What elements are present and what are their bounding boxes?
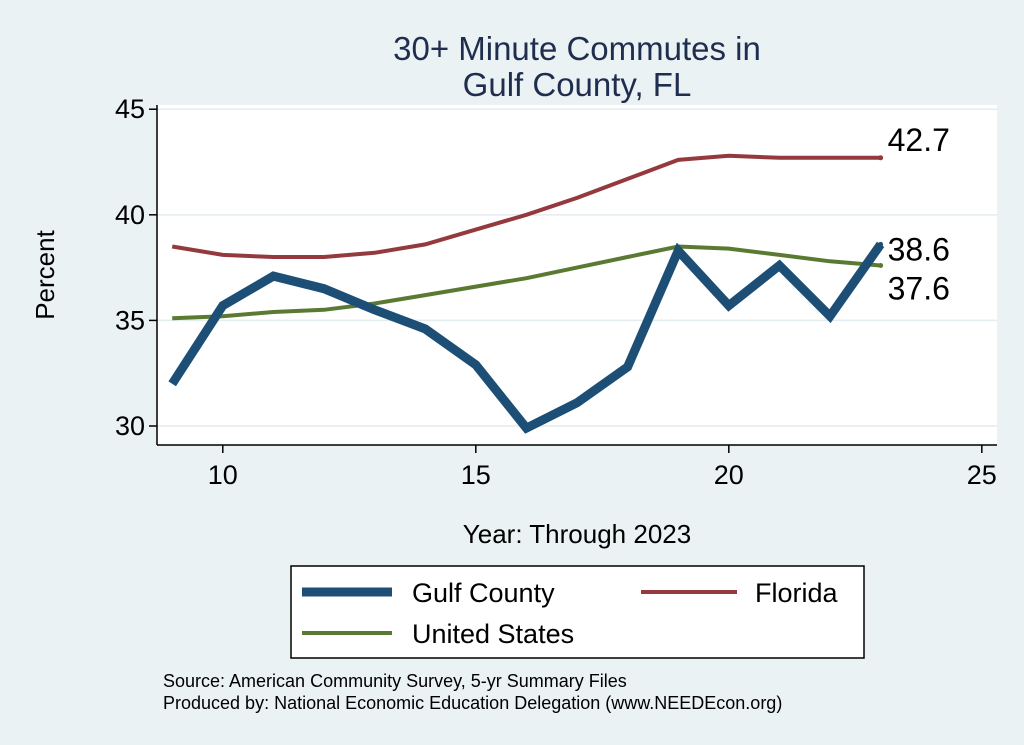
y-tick-label-40: 40: [115, 200, 145, 230]
legend-label-united-states: United States: [412, 619, 574, 649]
series-layer: [168, 153, 885, 434]
x-axis-title: Year: Through 2023: [463, 519, 691, 549]
x-tick-label-15: 15: [461, 460, 491, 490]
gridlines: [157, 108, 997, 427]
y-axis-title: Percent: [30, 229, 60, 319]
series-line-united-states: [172, 244, 881, 321]
chart-title-line1: 30+ Minute Commutes in: [393, 30, 761, 67]
end-label-gulf-county: 38.6: [888, 231, 950, 267]
x-tick-label-25: 25: [967, 460, 997, 490]
series-end-point-gulf-county: [878, 241, 884, 247]
chart-title-line2: Gulf County, FL: [463, 66, 692, 103]
series-line-florida: [171, 153, 881, 259]
end-label-united-states: 37.6: [888, 270, 950, 306]
legend-box: [290, 565, 865, 659]
source-note: Source: American Community Survey, 5-yr …: [163, 671, 627, 691]
series-end-point-united-states: [878, 262, 884, 268]
y-axis-ticks: 30 35 40 45: [115, 94, 157, 441]
x-axis-ticks: 10 15 20 25: [208, 445, 997, 490]
series-line-gulf-county: [168, 241, 885, 434]
x-tick-label-10: 10: [208, 460, 238, 490]
series-end-point-florida: [878, 155, 884, 161]
x-tick-label-20: 20: [714, 460, 744, 490]
y-tick-label-35: 35: [115, 305, 145, 335]
legend-label-gulf-county: Gulf County: [412, 578, 555, 608]
end-labels: 42.7 37.638.6: [888, 122, 950, 307]
y-tick-label-45: 45: [115, 94, 145, 124]
producer-note: Produced by: National Economic Education…: [163, 693, 782, 713]
y-tick-label-30: 30: [115, 411, 145, 441]
end-label-florida: 42.7: [888, 122, 950, 158]
legend-label-florida: Florida: [755, 578, 839, 608]
